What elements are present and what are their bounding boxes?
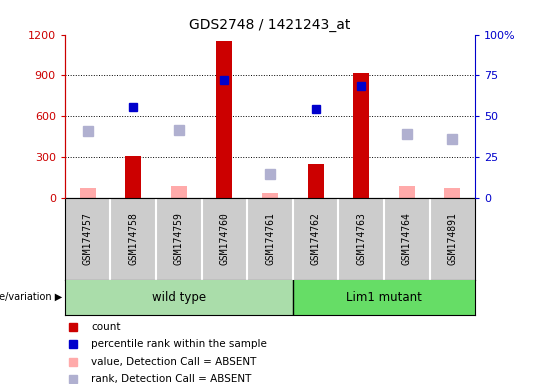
Bar [399,186,415,198]
Bar [353,73,369,198]
Text: value, Detection Call = ABSENT: value, Detection Call = ABSENT [91,357,257,367]
Text: rank, Detection Call = ABSENT: rank, Detection Call = ABSENT [91,374,252,384]
Bar [171,186,187,198]
Bar [262,193,278,198]
Text: GSM174757: GSM174757 [83,212,92,265]
Text: GSM174761: GSM174761 [265,212,275,265]
Text: GSM174759: GSM174759 [174,212,184,265]
Text: Lim1 mutant: Lim1 mutant [346,291,422,304]
Text: percentile rank within the sample: percentile rank within the sample [91,339,267,349]
Bar [125,156,141,198]
Text: GSM174764: GSM174764 [402,212,412,265]
Title: GDS2748 / 1421243_at: GDS2748 / 1421243_at [190,18,350,32]
Text: count: count [91,321,121,331]
Bar [79,189,96,198]
Bar [444,189,461,198]
Text: wild type: wild type [152,291,206,304]
Text: GSM174760: GSM174760 [219,212,230,265]
Text: GSM174758: GSM174758 [128,212,138,265]
Bar [308,164,323,198]
Text: GSM174762: GSM174762 [310,212,321,265]
Text: GSM174891: GSM174891 [448,212,457,265]
Text: GSM174763: GSM174763 [356,212,366,265]
Text: genotype/variation ▶: genotype/variation ▶ [0,292,63,302]
Bar [217,41,232,198]
